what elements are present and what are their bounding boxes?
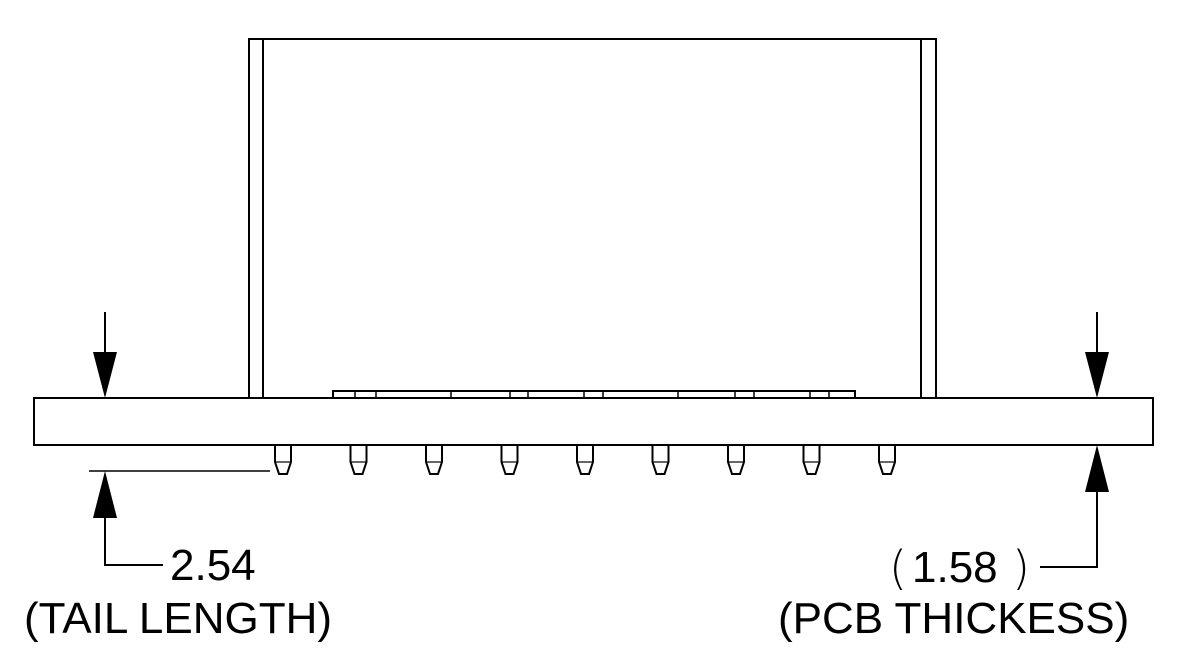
pcb-thickness-bottom-arrowhead <box>1085 445 1109 492</box>
tail-pin <box>878 445 896 475</box>
pcb-board <box>33 397 1154 446</box>
tail-length-leader <box>104 518 163 566</box>
tail-pin <box>500 445 519 475</box>
tail-pin <box>727 445 745 475</box>
insulator-outline <box>332 390 856 399</box>
tail-pin <box>802 445 821 475</box>
insulator-strip <box>332 390 856 399</box>
tails-group <box>274 445 896 475</box>
shell-outline <box>248 38 937 399</box>
tail-pin-outline <box>274 445 292 475</box>
pcb-thickness-open-paren: ( <box>889 541 907 595</box>
insulator-partitions <box>354 391 830 398</box>
tail-pin-outline <box>802 445 821 475</box>
pcb-thickness-value: 1.58 <box>912 543 998 592</box>
tail-pin <box>349 445 368 475</box>
connector-shell <box>248 38 937 399</box>
tail-length-dimension: 2.54 (TAIL LENGTH) <box>24 312 332 643</box>
pcb-thickness-close-paren: ) <box>1012 541 1030 595</box>
tail-length-bottom-arrowhead <box>93 471 117 518</box>
pcb-thickness-dimension: ( 1.58 ) (PCB THICKESS) <box>778 312 1129 643</box>
tail-pin <box>576 445 594 475</box>
tail-pin-outline <box>425 445 443 475</box>
tail-pin <box>425 445 443 475</box>
pcb-thickness-caption: (PCB THICKESS) <box>778 594 1129 643</box>
pcb-thickness-leader <box>1040 492 1098 568</box>
tail-length-top-arrowhead <box>93 352 117 398</box>
tail-pin-outline <box>500 445 519 475</box>
tail-pin-outline <box>878 445 896 475</box>
tail-pin-outline <box>576 445 594 475</box>
tail-pin-outline <box>727 445 745 475</box>
tail-pin <box>651 445 670 475</box>
tail-length-value: 2.54 <box>170 541 256 590</box>
tail-pin-outline <box>651 445 670 475</box>
tail-pin <box>274 445 292 475</box>
tail-pin-outline <box>349 445 368 475</box>
tail-length-caption: (TAIL LENGTH) <box>24 594 332 643</box>
pcb-thickness-top-arrowhead <box>1085 352 1109 398</box>
